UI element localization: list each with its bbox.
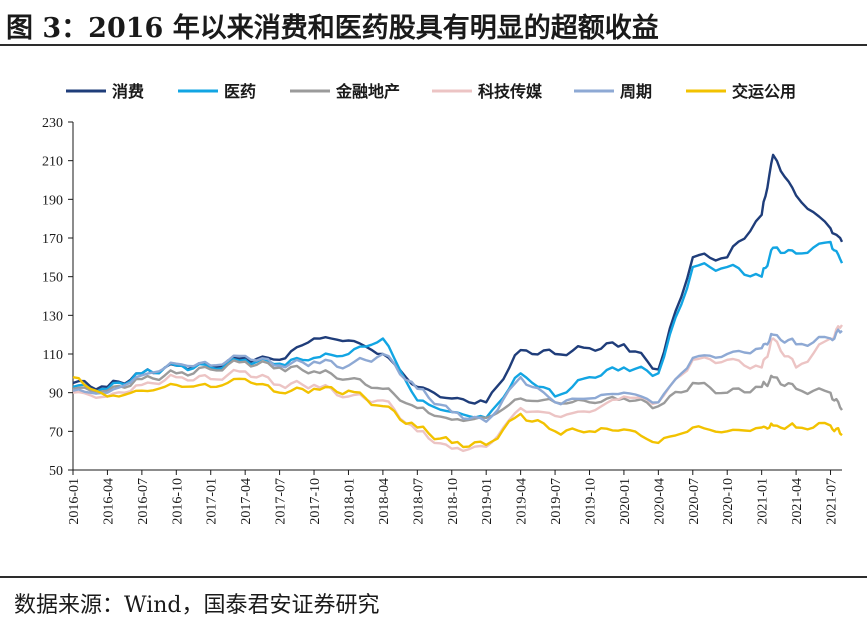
x-tick-label: 2018-10 [446,478,461,525]
x-tick-label: 2020-01 [618,478,633,525]
y-tick-label: 150 [42,271,63,286]
x-tick-label: 2021-07 [825,478,840,525]
chart-legend: 消费 医药 金融地产 科技传媒 周期 交运公用 [66,82,796,101]
figure-title: 图 3：2016 年以来消费和医药股具有明显的超额收益 [6,13,659,44]
x-tick-label: 2017-07 [274,478,289,525]
x-tick-label: 2017-01 [205,478,220,525]
x-tick-label: 2016-10 [170,478,185,525]
y-tick-label: 170 [42,232,63,247]
x-tick-label: 2019-04 [515,478,530,525]
x-tick-label: 2019-07 [549,478,564,525]
series-lines [72,153,844,453]
source-note: 数据来源：Wind，国泰君安证券研究 [14,593,380,618]
series-line-2 [72,240,844,419]
y-tick-label: 130 [42,309,63,324]
x-tick-label: 2016-01 [67,478,82,525]
x-tick-label: 2018-07 [411,478,426,525]
chart-axes: 50 70 90 110 130 150 170 190 210 230 2016-01 2016-0… [42,116,842,525]
x-tick-label: 2016-04 [101,478,116,525]
x-tick-label: 2016-07 [136,478,151,525]
x-tick-label: 2020-07 [687,478,702,525]
legend-label: 交运公用 [732,82,796,101]
x-tick-label: 2017-10 [308,478,323,525]
x-tick-label: 2021-04 [790,478,805,525]
y-tick-label: 90 [49,387,63,402]
x-tick-label: 2018-01 [342,478,357,525]
x-tick-label: 2020-04 [652,478,667,525]
source-rule [0,576,867,578]
y-tick-label: 190 [42,193,63,208]
series-line-4 [72,324,843,453]
x-tick-label: 2020-10 [721,478,736,525]
line-chart: 消费 医药 金融地产 科技传媒 周期 交运公用 50 70 90 110 130 150 170 190… [42,82,844,525]
x-tick-label: 2017-04 [239,478,254,525]
legend-label: 科技传媒 [478,82,543,101]
legend-label: 消费 [112,82,144,101]
x-tick-label: 2021-01 [756,478,771,525]
series-line-3 [72,359,843,423]
series-line-6 [72,376,843,449]
y-tick-label: 110 [43,348,63,363]
x-tick-label: 2019-10 [583,478,598,525]
legend-label: 医药 [224,82,256,101]
y-tick-label: 70 [49,425,63,440]
y-tick-label: 230 [42,116,63,131]
x-tick-label: 2018-04 [377,478,392,525]
title-rule [0,44,867,46]
y-tick-label: 210 [42,155,63,170]
legend-label: 周期 [620,82,652,101]
series-line-5 [72,328,843,423]
legend-label: 金融地产 [335,82,400,101]
x-tick-label: 2019-01 [480,478,495,525]
y-tick-label: 50 [49,464,63,479]
